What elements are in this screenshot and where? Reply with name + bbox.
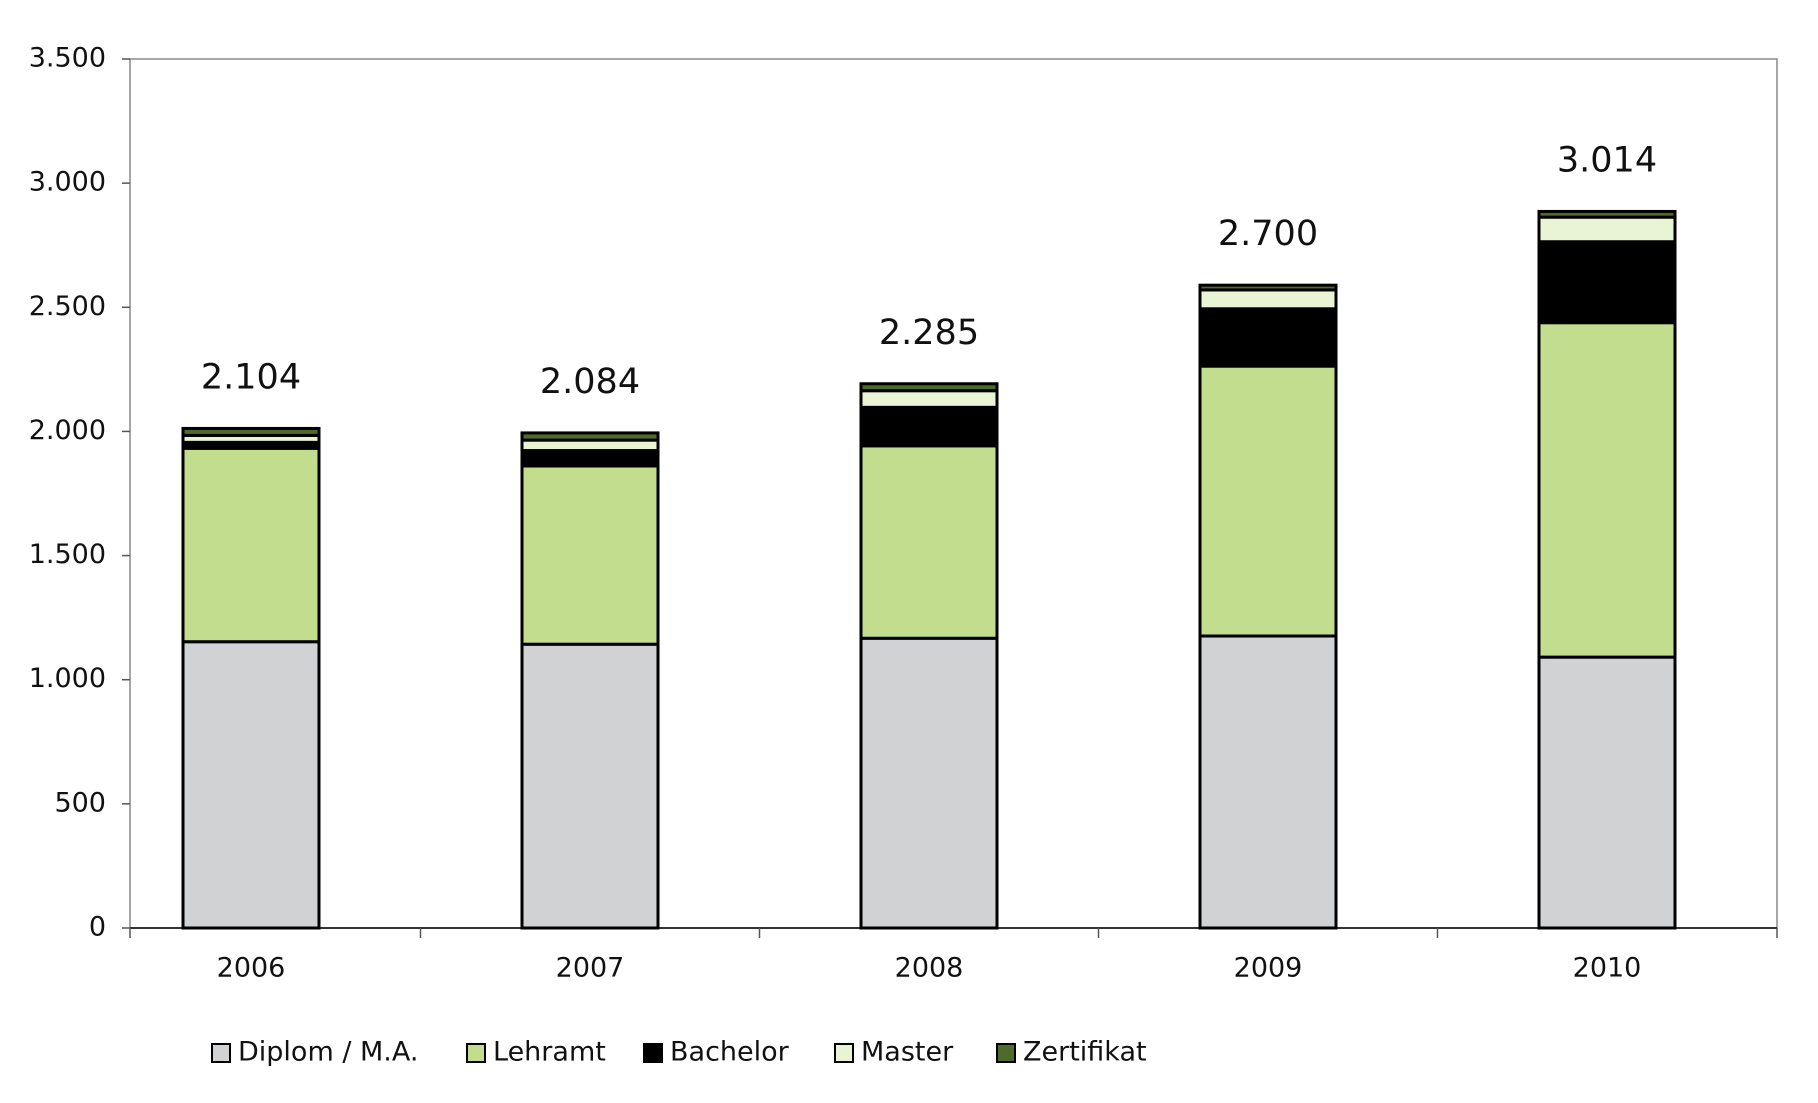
x-tick-label: 2010	[1573, 953, 1642, 984]
legend-swatch	[643, 1043, 663, 1063]
bar-segment	[181, 640, 321, 930]
bar-segment	[520, 464, 660, 646]
legend-label: Bachelor	[670, 1037, 790, 1068]
total-label: 3.014	[1557, 140, 1657, 180]
total-label: 2.285	[879, 313, 979, 353]
bar-segment	[1537, 215, 1677, 244]
y-tick-label: 1.500	[29, 539, 106, 570]
y-tick-label: 2.000	[29, 415, 106, 446]
bar-segment	[859, 382, 999, 393]
bar-segment	[520, 431, 660, 442]
legend-swatch	[211, 1043, 231, 1063]
x-tick-label: 2007	[556, 953, 625, 984]
legend-label: Zertifikat	[1023, 1037, 1147, 1068]
bar-segment	[520, 449, 660, 468]
y-tick-label: 0	[89, 912, 106, 943]
bar-segment	[1198, 634, 1338, 930]
bar-segment	[1537, 321, 1677, 659]
y-tick-label: 3.000	[29, 167, 106, 198]
bar-segment	[520, 642, 660, 930]
y-tick-label: 1.000	[29, 663, 106, 694]
legend-swatch	[834, 1043, 854, 1063]
legend-swatch	[996, 1043, 1016, 1063]
bar-segment	[520, 438, 660, 453]
y-tick-label: 2.500	[29, 291, 106, 322]
total-label: 2.084	[540, 362, 640, 402]
bar-segment	[181, 426, 321, 437]
bar-segment	[1198, 307, 1338, 368]
x-tick-label: 2006	[217, 953, 286, 984]
bar-segment	[859, 636, 999, 930]
bar-segment	[859, 405, 999, 448]
bar-segment	[1537, 655, 1677, 930]
bar-segment	[859, 444, 999, 640]
legend-label: Diplom / M.A.	[238, 1037, 418, 1068]
legend-label: Master	[861, 1037, 954, 1068]
legend-label: Lehramt	[493, 1037, 606, 1068]
bar-segment	[1537, 209, 1677, 219]
bar-segment	[1537, 240, 1677, 325]
bar-segment	[1198, 283, 1338, 292]
total-label: 2.104	[201, 357, 301, 397]
bar-segment	[1198, 364, 1338, 638]
bar-segment	[181, 446, 321, 644]
y-tick-label: 500	[54, 787, 106, 818]
bar-segment	[859, 389, 999, 409]
bar-segment	[1198, 288, 1338, 311]
x-tick-label: 2009	[1234, 953, 1303, 984]
x-tick-label: 2008	[895, 953, 964, 984]
total-label: 2.700	[1218, 214, 1318, 254]
y-tick-label: 3.500	[29, 43, 106, 74]
legend-swatch	[466, 1043, 486, 1063]
